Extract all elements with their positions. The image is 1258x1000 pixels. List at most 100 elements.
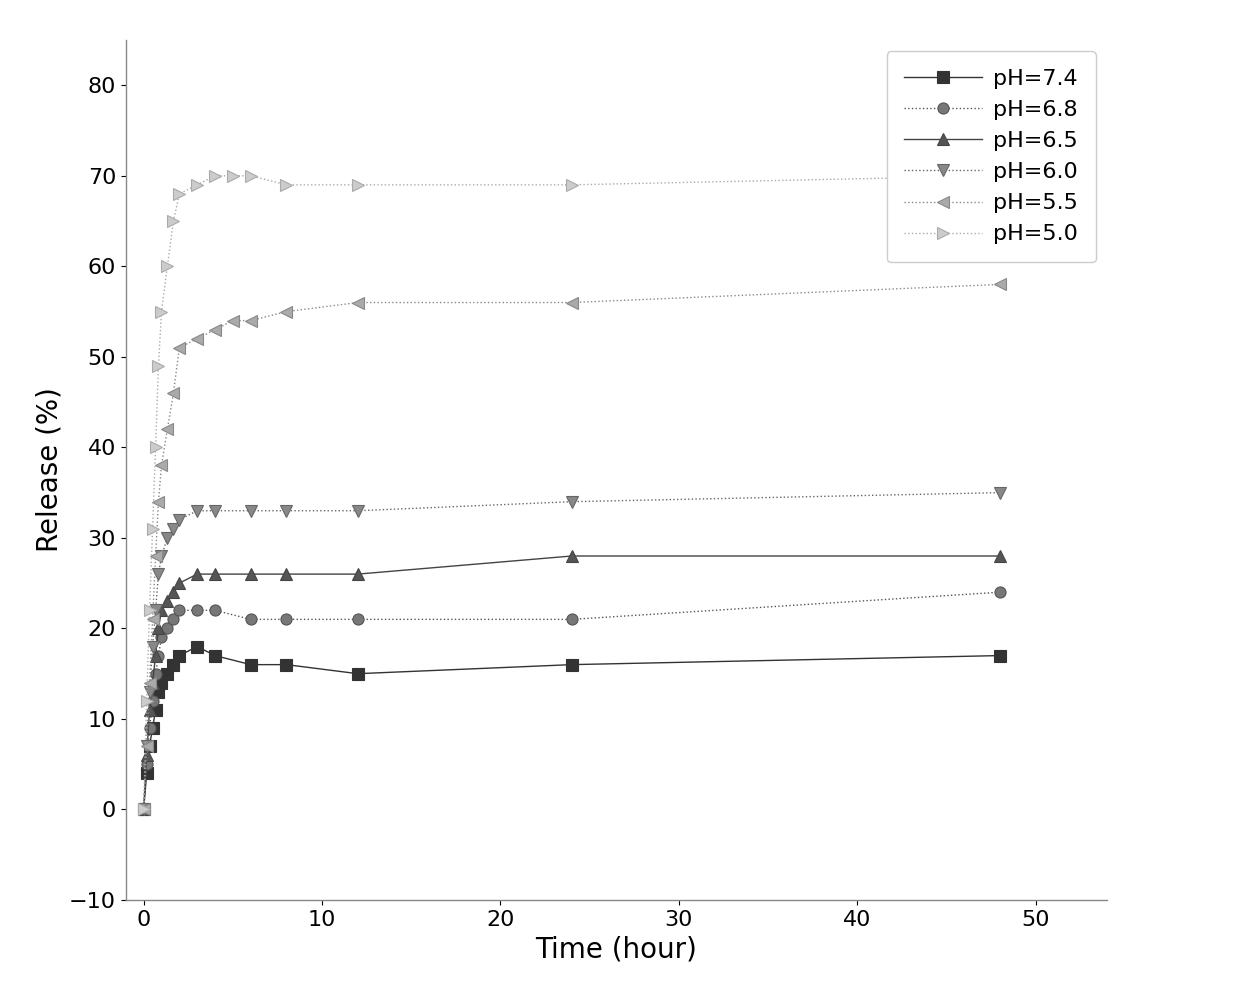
pH=7.4 [190,641,205,653]
pH=5.5 [208,324,223,336]
pH=5.0 [208,170,223,182]
pH=6.8 [140,758,155,770]
pH=6.5 [172,577,187,589]
pH=6.8 [160,622,175,634]
pH=6.0 [166,523,181,535]
pH=7.4 [140,767,155,779]
pH=6.5 [142,704,157,716]
pH=6.8 [153,631,169,643]
pH=5.5 [565,297,580,309]
pH=6.8 [208,604,223,616]
pH=5.5 [148,550,164,562]
pH=5.0 [166,215,181,227]
pH=5.0 [160,260,175,272]
pH=6.5 [166,586,181,598]
pH=5.5 [993,278,1008,290]
pH=6.8 [142,722,157,734]
pH=6.8 [172,604,187,616]
pH=5.0 [225,170,240,182]
pH=5.0 [151,360,166,372]
Y-axis label: Release (%): Release (%) [35,388,63,552]
pH=5.5 [140,740,155,752]
pH=6.5 [208,568,223,580]
pH=7.4 [565,659,580,671]
pH=6.0 [145,641,160,653]
pH=6.0 [243,505,258,517]
pH=5.5 [142,677,157,689]
Legend: pH=7.4, pH=6.8, pH=6.5, pH=6.0, pH=5.5, pH=5.0: pH=7.4, pH=6.8, pH=6.5, pH=6.0, pH=5.5, … [887,51,1096,262]
pH=6.0 [208,505,223,517]
pH=6.0 [279,505,294,517]
pH=5.5 [166,387,181,399]
pH=6.5 [148,650,164,662]
pH=5.5 [160,423,175,435]
pH=6.8 [166,613,181,625]
pH=7.4 [166,659,181,671]
pH=6.0 [142,686,157,698]
pH=6.8 [190,604,205,616]
pH=6.0 [140,740,155,752]
pH=6.5 [243,568,258,580]
pH=5.0 [140,695,155,707]
pH=6.0 [148,604,164,616]
pH=6.0 [153,550,169,562]
pH=6.5 [190,568,205,580]
pH=6.8 [243,613,258,625]
pH=5.5 [145,613,160,625]
pH=6.0 [350,505,365,517]
pH=5.5 [151,496,166,508]
pH=7.4 [172,650,187,662]
X-axis label: Time (hour): Time (hour) [536,935,697,963]
Line: pH=5.0: pH=5.0 [137,170,1006,816]
pH=5.0 [565,179,580,191]
pH=7.4 [160,668,175,680]
pH=7.4 [148,704,164,716]
pH=5.5 [243,315,258,327]
pH=6.8 [151,650,166,662]
pH=5.5 [279,306,294,318]
pH=6.0 [172,514,187,526]
Line: pH=6.5: pH=6.5 [138,550,1005,815]
pH=5.0 [993,170,1008,182]
pH=6.8 [145,695,160,707]
pH=5.0 [243,170,258,182]
pH=6.0 [190,505,205,517]
pH=6.8 [148,668,164,680]
pH=5.0 [153,306,169,318]
pH=6.5 [145,677,160,689]
pH=7.4 [993,650,1008,662]
pH=6.8 [993,586,1008,598]
pH=6.0 [160,532,175,544]
Line: pH=7.4: pH=7.4 [138,641,1005,815]
pH=6.5 [350,568,365,580]
pH=5.5 [172,342,187,354]
pH=6.5 [153,604,169,616]
pH=6.0 [136,803,151,815]
pH=5.0 [350,179,365,191]
pH=7.4 [208,650,223,662]
pH=5.0 [142,604,157,616]
pH=6.5 [151,622,166,634]
pH=6.8 [565,613,580,625]
Line: pH=6.0: pH=6.0 [138,487,1005,815]
pH=7.4 [136,803,151,815]
pH=7.4 [142,740,157,752]
pH=5.0 [279,179,294,191]
pH=7.4 [145,722,160,734]
pH=5.0 [136,803,151,815]
pH=6.8 [136,803,151,815]
pH=6.5 [565,550,580,562]
pH=5.0 [145,523,160,535]
pH=7.4 [153,677,169,689]
pH=5.5 [153,459,169,471]
pH=7.4 [151,686,166,698]
pH=5.0 [172,188,187,200]
pH=6.5 [279,568,294,580]
Line: pH=6.8: pH=6.8 [138,587,1005,815]
pH=5.5 [136,803,151,815]
pH=5.5 [350,297,365,309]
pH=6.0 [993,487,1008,499]
pH=5.5 [225,315,240,327]
pH=5.0 [148,441,164,453]
pH=7.4 [350,668,365,680]
